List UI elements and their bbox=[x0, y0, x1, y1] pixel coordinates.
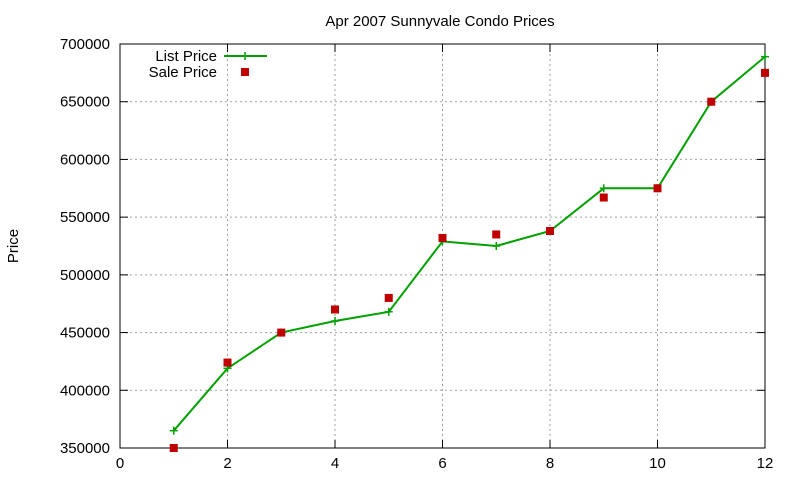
series-layer bbox=[169, 52, 769, 452]
legend-plus-marker bbox=[241, 52, 249, 60]
y-tick-label: 650000 bbox=[60, 94, 110, 111]
sale-price-point bbox=[384, 293, 393, 302]
list-price-point bbox=[761, 52, 769, 61]
sale-price-point bbox=[761, 68, 769, 77]
sale-price-point bbox=[653, 184, 662, 193]
list-price-point bbox=[331, 317, 339, 326]
sale-price-point bbox=[707, 97, 716, 106]
sale-price-point bbox=[546, 226, 554, 235]
list-price-point bbox=[384, 307, 393, 316]
sale-price-point bbox=[599, 193, 608, 202]
list-price-line bbox=[172, 55, 766, 432]
y-tick-label: 450000 bbox=[60, 325, 110, 342]
x-tick-label: 10 bbox=[649, 455, 666, 472]
legend-label: Sale Price bbox=[149, 64, 217, 81]
list-price-point bbox=[599, 184, 608, 193]
sale-price-point bbox=[169, 444, 178, 452]
x-tick-label: 0 bbox=[116, 455, 124, 472]
y-tick-label: 400000 bbox=[60, 382, 110, 399]
sale-price-point bbox=[277, 328, 286, 337]
x-tick-label: 6 bbox=[438, 455, 446, 472]
y-tick-label: 600000 bbox=[60, 151, 110, 168]
list-price-point bbox=[169, 426, 178, 435]
sale-price-point bbox=[492, 230, 501, 239]
x-tick-label: 4 bbox=[331, 455, 339, 472]
y-tick-label: 700000 bbox=[60, 36, 110, 53]
y-axis-label: Price bbox=[5, 229, 22, 263]
sale-price-point bbox=[223, 358, 232, 367]
grid-lines bbox=[120, 44, 765, 448]
y-tick-label: 350000 bbox=[60, 440, 110, 457]
legend-square-marker bbox=[241, 68, 249, 76]
axes: 350000 400000 450000 500000 550000 600000 6500… bbox=[60, 36, 773, 472]
y-tick-label: 500000 bbox=[60, 267, 110, 284]
y-tick-label: 550000 bbox=[60, 209, 110, 226]
series-list-price bbox=[169, 52, 769, 435]
x-tick-label: 12 bbox=[757, 455, 774, 472]
legend-label: List Price bbox=[155, 48, 217, 65]
sale-price-point bbox=[438, 233, 447, 242]
list-price-point bbox=[492, 242, 501, 250]
series-sale-price bbox=[169, 68, 769, 452]
sale-price-point bbox=[331, 305, 339, 314]
chart-title: Apr 2007 Sunnyvale Condo Prices bbox=[325, 13, 554, 30]
x-tick-label: 8 bbox=[546, 455, 554, 472]
x-tick-label: 2 bbox=[223, 455, 231, 472]
